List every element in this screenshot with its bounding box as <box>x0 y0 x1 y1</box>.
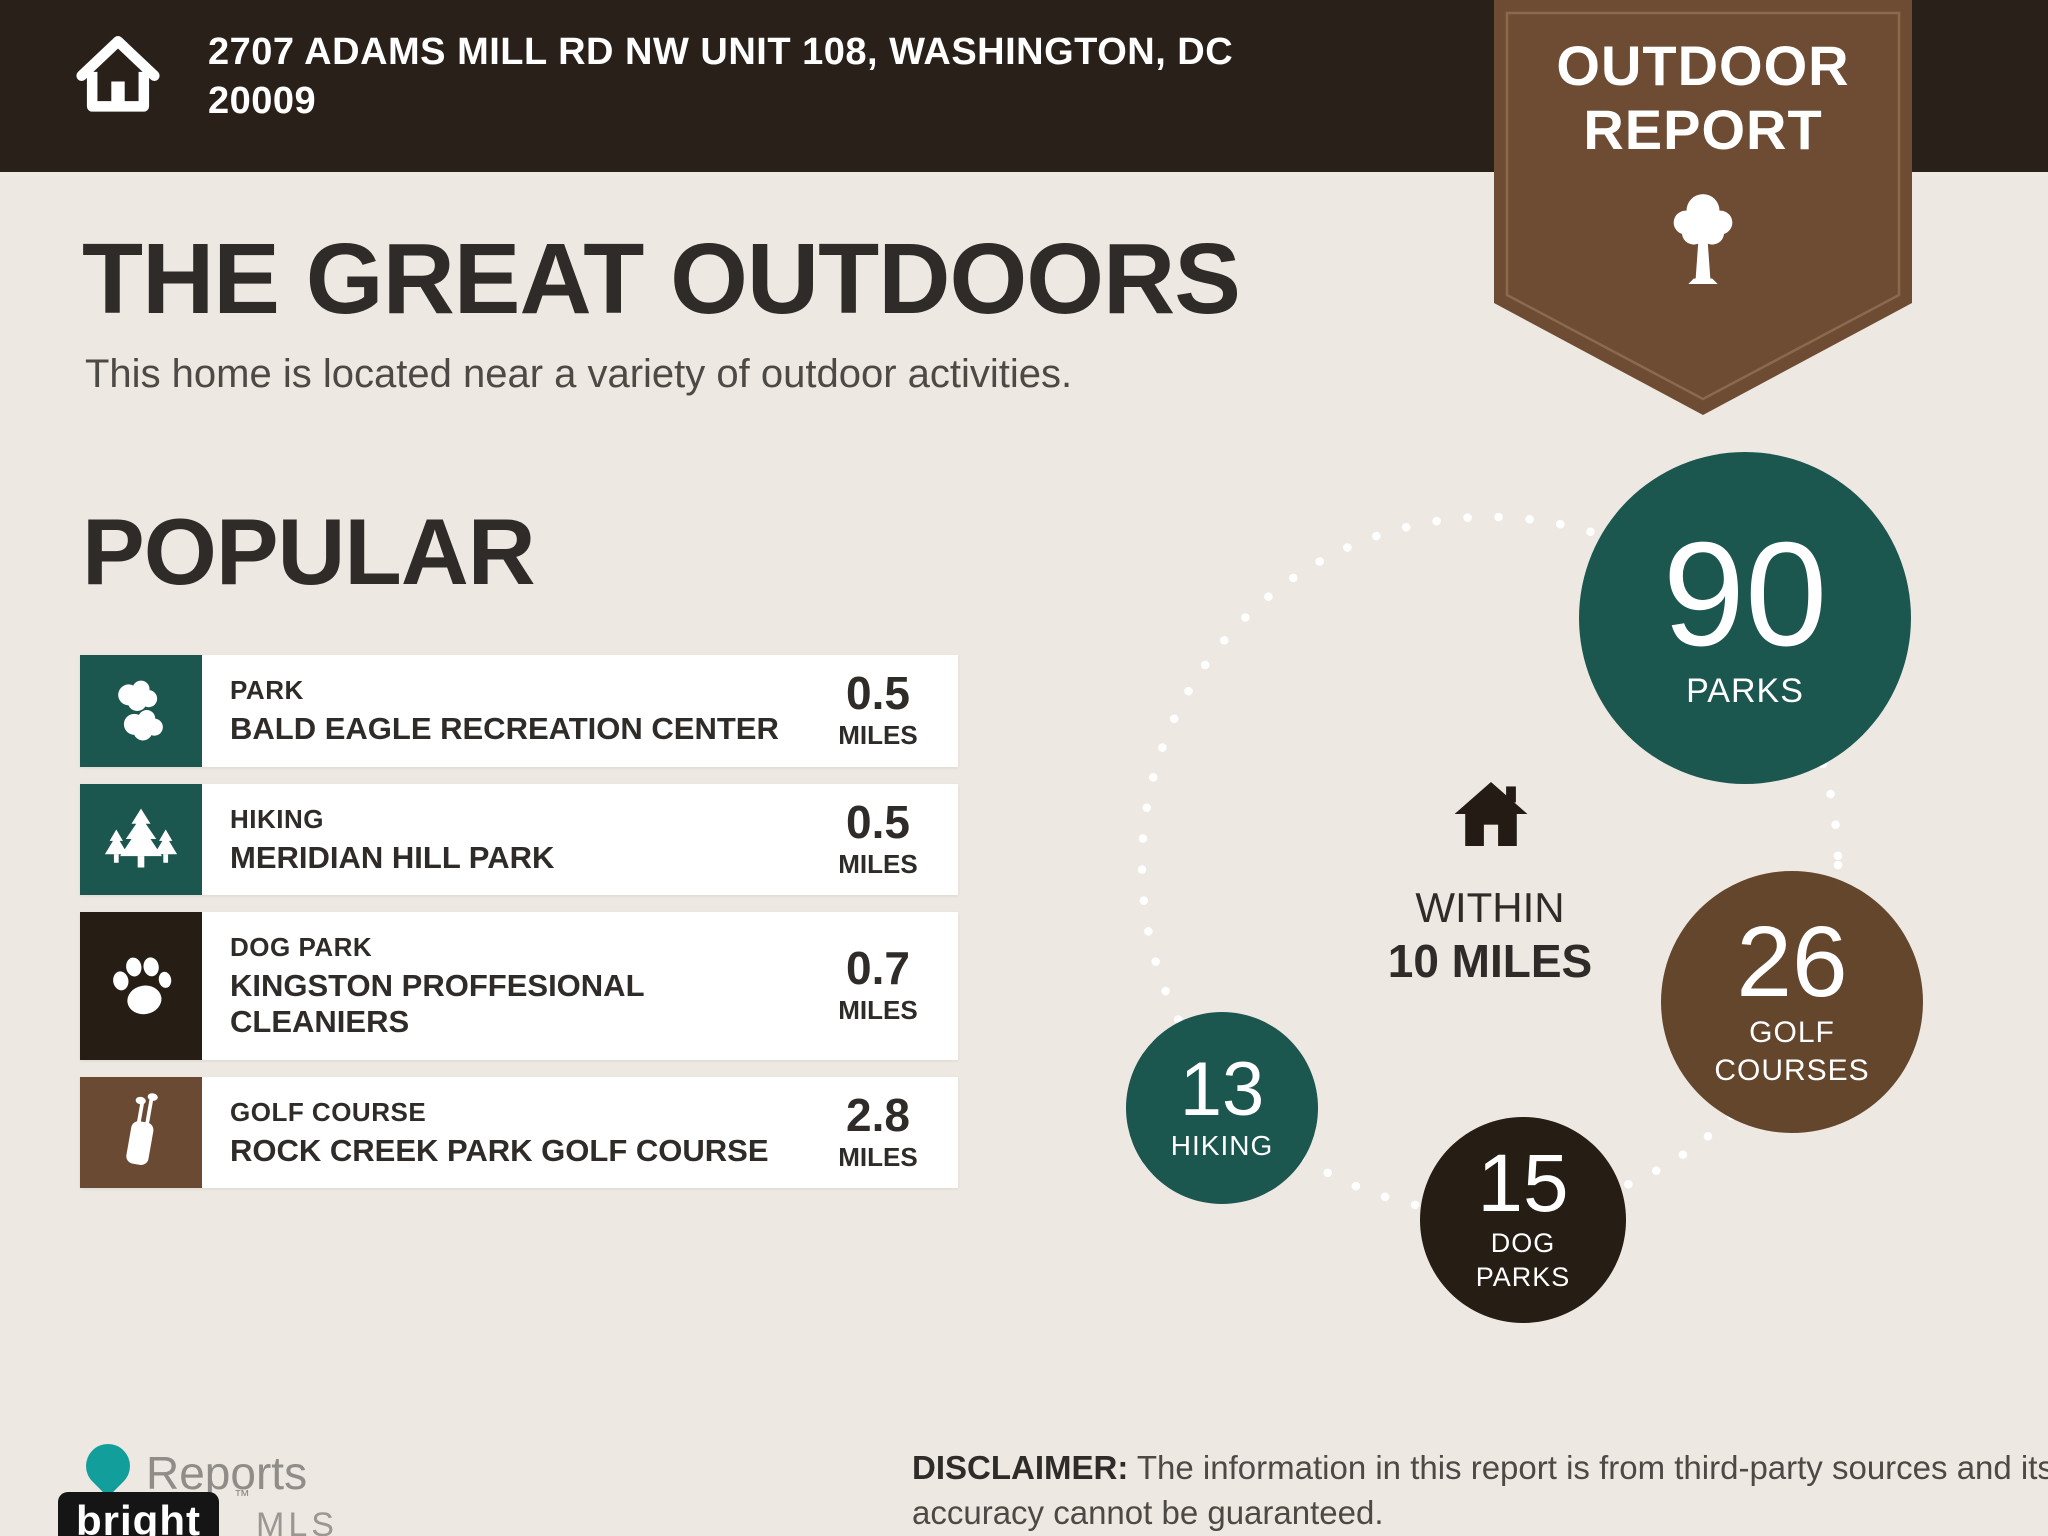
stat-dog-parks: 15 DOG PARKS <box>1420 1117 1626 1323</box>
within-line2: 10 MILES <box>1387 935 1593 987</box>
bright-logo: bright <box>58 1492 219 1536</box>
disclaimer-text: The information in this report is from t… <box>912 1449 2048 1531</box>
poi-name: MERIDIAN HILL PARK <box>230 839 555 875</box>
poi-name: KINGSTON PROFFESIONAL CLEANIERS <box>230 968 644 1039</box>
within-label: WITHIN 10 MILES <box>1290 884 1690 988</box>
reports-logo-text: Reports <box>146 1447 308 1499</box>
poi-distance: 0.7 MILES <box>838 942 918 1026</box>
stat-parks: 90 PARKS <box>1579 452 1911 784</box>
stat-parks-value: 90 <box>1662 512 1828 678</box>
poi-name: BALD EAGLE RECREATION CENTER <box>230 711 779 746</box>
poi-category: PARK <box>230 675 304 705</box>
home-outline-icon <box>70 26 166 119</box>
poi-name: ROCK CREEK PARK GOLF COURSE <box>230 1132 769 1168</box>
list-item-golf: GOLF COURSE ROCK CREEK PARK GOLF COURSE … <box>80 1076 958 1189</box>
page-subtitle: This home is located near a variety of o… <box>85 352 1073 396</box>
poi-distance: 0.5 MILES <box>838 667 918 751</box>
stat-golf-courses: 26 GOLF COURSES <box>1661 871 1923 1133</box>
outdoor-report-badge: OUTDOOR REPORT <box>1494 0 1912 415</box>
poi-category: HIKING <box>230 803 324 834</box>
hiking-icon <box>80 783 202 896</box>
stat-dog-value: 15 <box>1477 1138 1569 1230</box>
poi-distance: 0.5 MILES <box>838 795 918 879</box>
poi-category: GOLF COURSE <box>230 1096 427 1127</box>
disclaimer-label: DISCLAIMER: <box>912 1449 1129 1486</box>
stat-golf-label: GOLF COURSES <box>1714 1016 1870 1087</box>
stat-dog-label: DOG PARKS <box>1475 1228 1571 1292</box>
popular-list: PARK BALD EAGLE RECREATION CENTER 0.5 MI… <box>80 655 958 1205</box>
disclaimer: DISCLAIMER: The information in this repo… <box>912 1446 2048 1535</box>
address-line-2: 20009 <box>208 80 317 123</box>
stat-golf-value: 26 <box>1736 906 1848 1018</box>
poi-category: DOG PARK <box>230 932 373 963</box>
stat-hiking: 13 HIKING <box>1126 1012 1318 1204</box>
within-line1: WITHIN <box>1415 884 1565 931</box>
list-item-dog-park: DOG PARK KINGSTON PROFFESIONAL CLEANIERS… <box>80 912 958 1060</box>
golf-icon <box>80 1076 202 1189</box>
list-item-hiking: HIKING MERIDIAN HILL PARK 0.5 MILES <box>80 783 958 896</box>
reports-logo-icon <box>76 1434 140 1498</box>
property-address: 2707 ADAMS MILL RD NW UNIT 108, WASHINGT… <box>208 28 1233 127</box>
mls-logo-text: MLS <box>256 1506 338 1536</box>
list-item-park: PARK BALD EAGLE RECREATION CENTER 0.5 MI… <box>80 655 958 767</box>
stat-parks-label: PARKS <box>1686 671 1804 710</box>
dotted-ring <box>1137 512 1843 1218</box>
address-line-1: 2707 ADAMS MILL RD NW UNIT 108, WASHINGT… <box>208 31 1234 73</box>
badge-title-line2: REPORT <box>1583 98 1823 162</box>
badge-title-line1: OUTDOOR <box>1556 34 1850 97</box>
park-icon <box>80 655 202 767</box>
trademark-symbol: ™ <box>234 1488 250 1505</box>
dog-park-icon <box>80 912 202 1060</box>
page-title: THE GREAT OUTDOORS <box>82 223 1241 335</box>
stat-hiking-label: HIKING <box>1170 1130 1274 1162</box>
tree-icon <box>1657 185 1749 300</box>
center-home-icon <box>1451 778 1531 855</box>
brightmls-logo: Reports bright ™ MLS <box>58 1434 498 1536</box>
stat-hiking-value: 13 <box>1179 1046 1265 1132</box>
poi-distance: 2.8 MILES <box>838 1088 918 1172</box>
section-title-popular: POPULAR <box>82 499 536 604</box>
